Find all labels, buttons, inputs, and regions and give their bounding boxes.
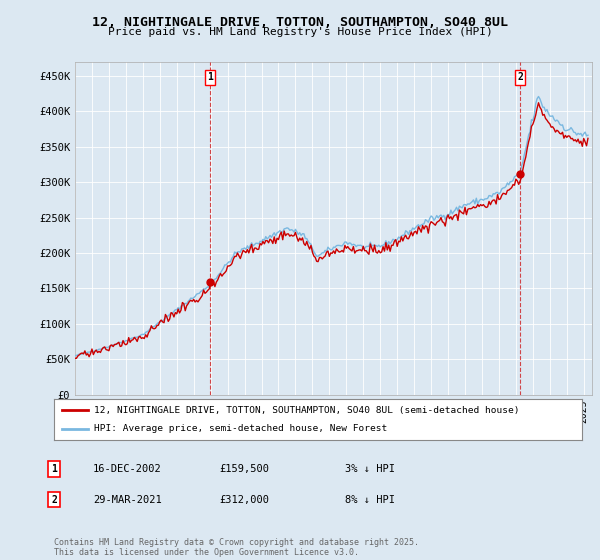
Text: 1: 1 [207, 72, 213, 82]
Text: Contains HM Land Registry data © Crown copyright and database right 2025.
This d: Contains HM Land Registry data © Crown c… [54, 538, 419, 557]
Text: 29-MAR-2021: 29-MAR-2021 [93, 494, 162, 505]
Text: 8% ↓ HPI: 8% ↓ HPI [345, 494, 395, 505]
Text: HPI: Average price, semi-detached house, New Forest: HPI: Average price, semi-detached house,… [94, 424, 387, 433]
Text: 12, NIGHTINGALE DRIVE, TOTTON, SOUTHAMPTON, SO40 8UL: 12, NIGHTINGALE DRIVE, TOTTON, SOUTHAMPT… [92, 16, 508, 29]
Text: 16-DEC-2002: 16-DEC-2002 [93, 464, 162, 474]
Text: £159,500: £159,500 [219, 464, 269, 474]
Text: 3% ↓ HPI: 3% ↓ HPI [345, 464, 395, 474]
Text: £312,000: £312,000 [219, 494, 269, 505]
Text: Price paid vs. HM Land Registry's House Price Index (HPI): Price paid vs. HM Land Registry's House … [107, 27, 493, 37]
Text: 2: 2 [517, 72, 523, 82]
Text: 2: 2 [51, 494, 57, 505]
Text: 12, NIGHTINGALE DRIVE, TOTTON, SOUTHAMPTON, SO40 8UL (semi-detached house): 12, NIGHTINGALE DRIVE, TOTTON, SOUTHAMPT… [94, 405, 519, 414]
Text: 1: 1 [51, 464, 57, 474]
